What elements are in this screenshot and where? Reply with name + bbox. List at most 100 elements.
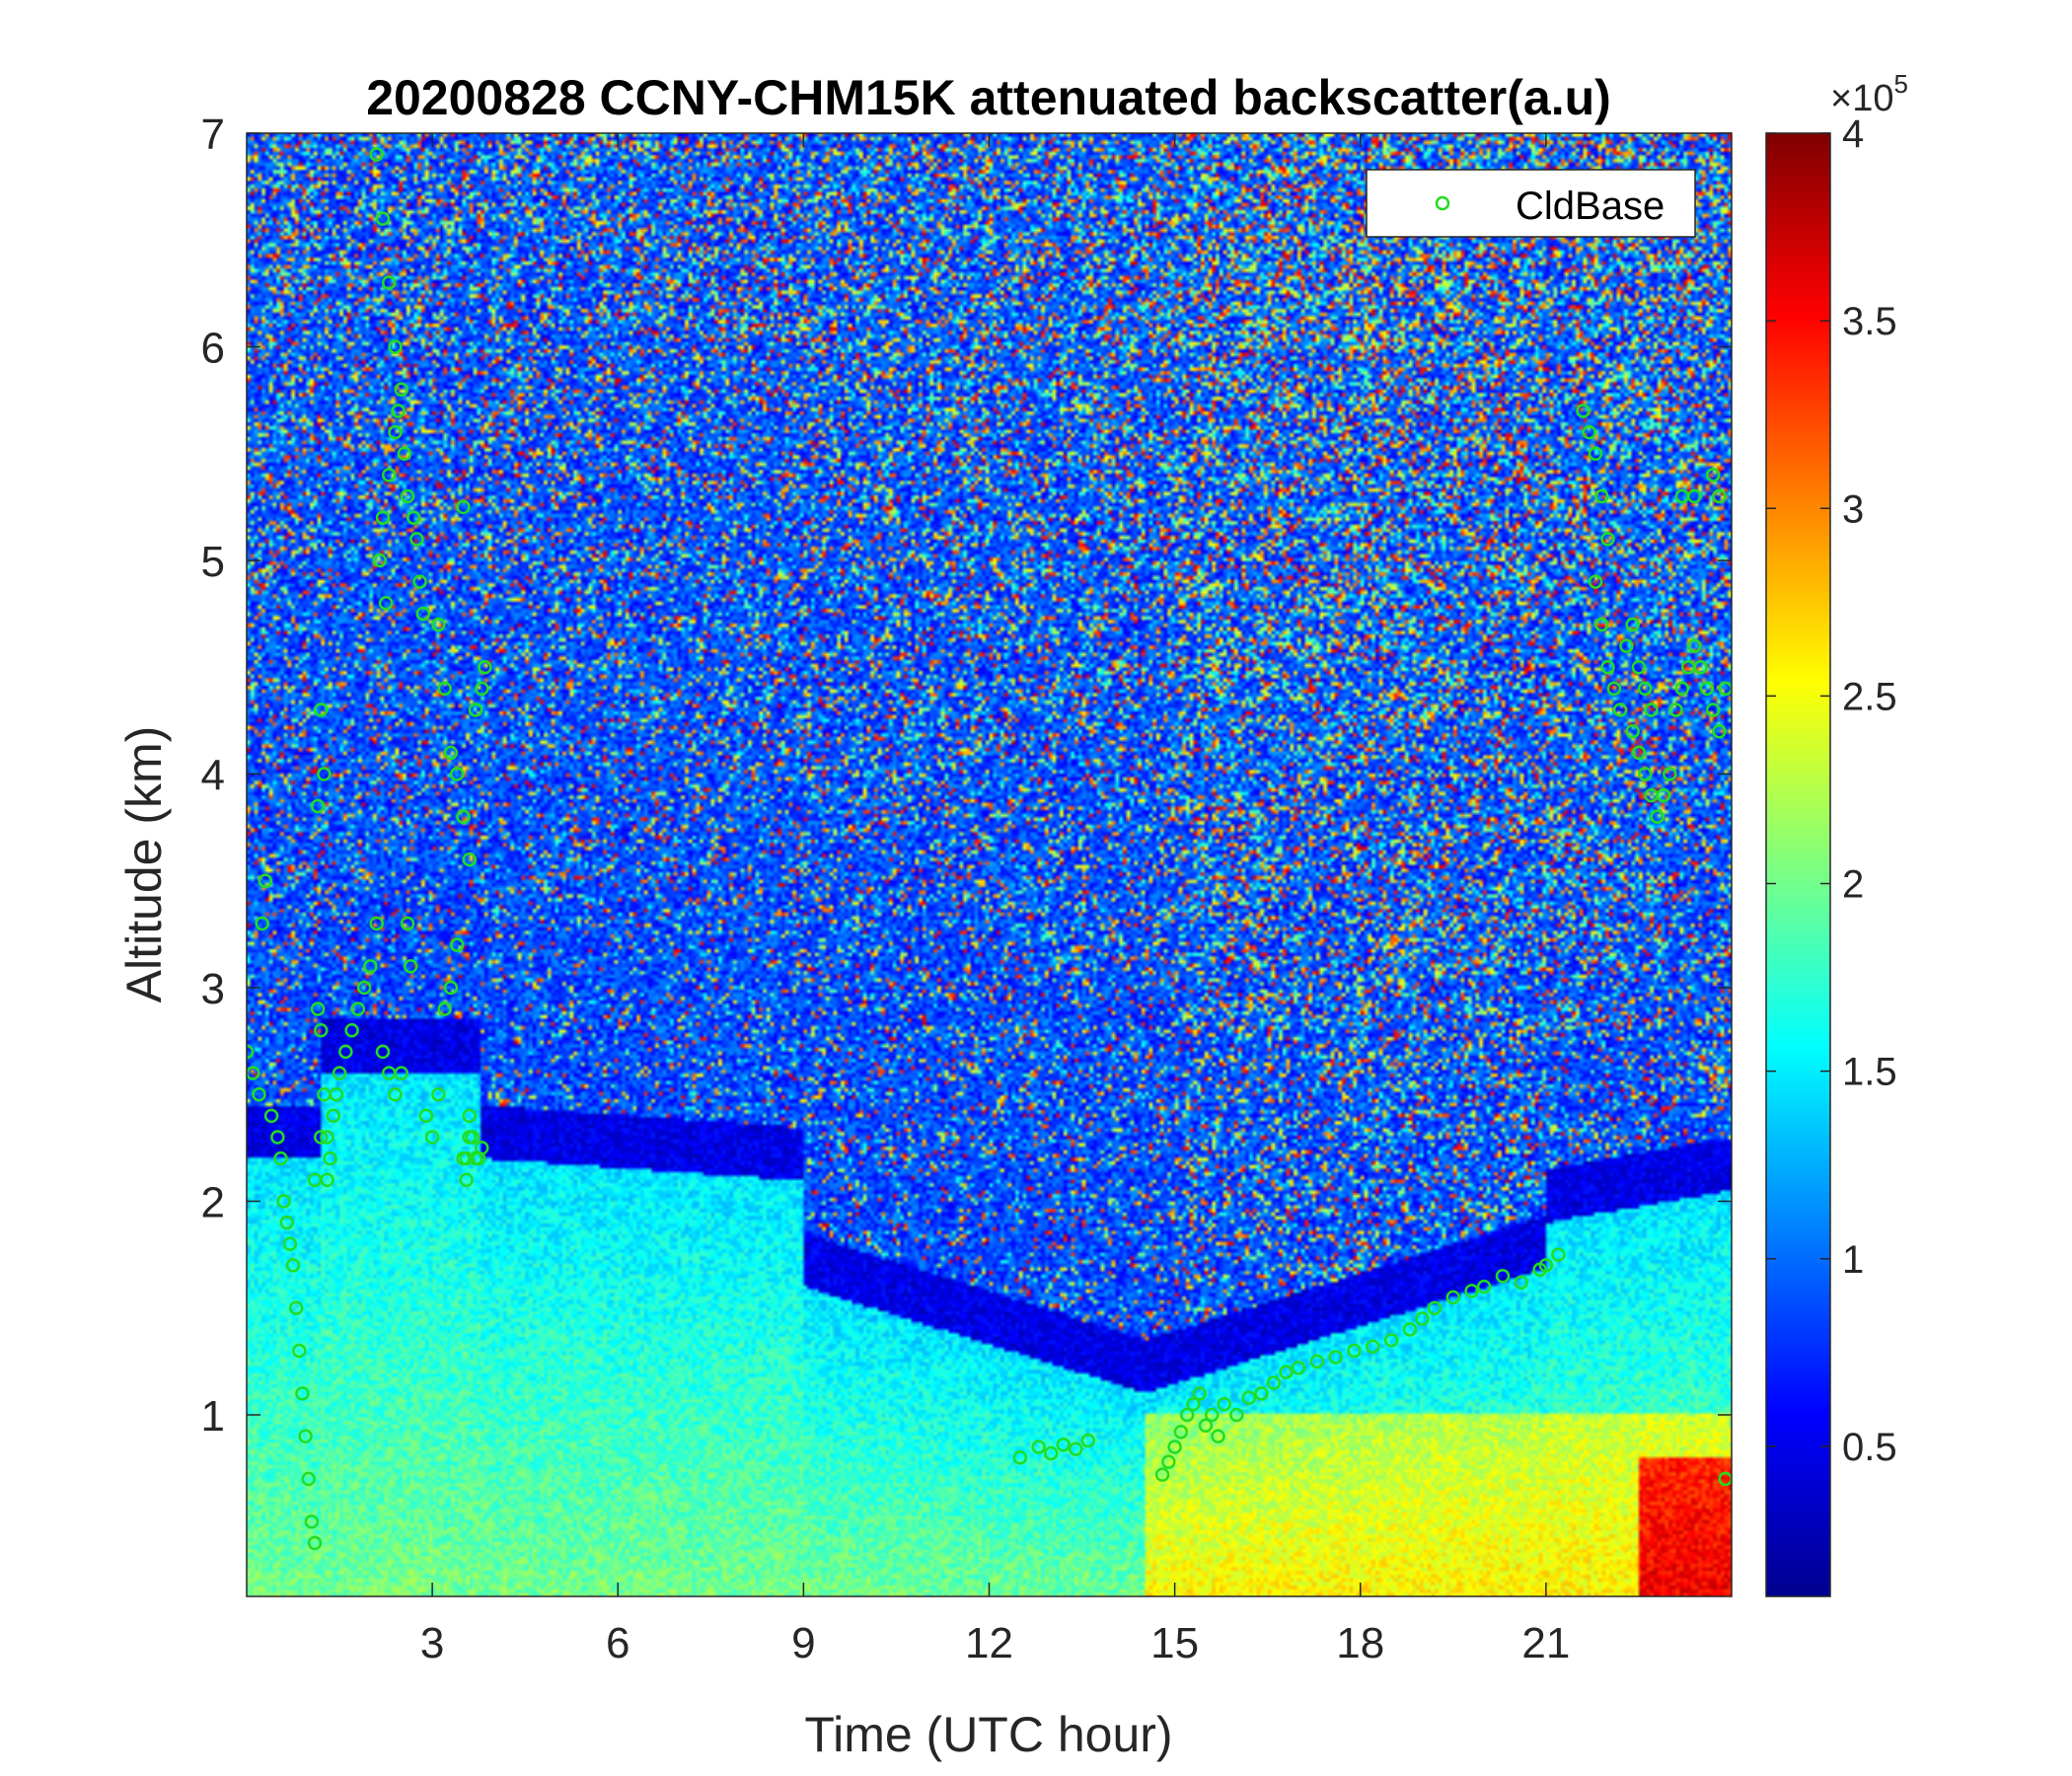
cloud-base-point — [1266, 1375, 1282, 1390]
cloud-base-point — [329, 1086, 344, 1102]
cloud-base-point — [1031, 1440, 1046, 1454]
cloud-base-point — [1588, 446, 1603, 461]
cloud-base-point — [301, 1471, 316, 1487]
cloud-base-point — [320, 1172, 334, 1188]
cloud-base-point — [409, 532, 424, 547]
cloud-base-point — [391, 404, 406, 418]
x-tick-label: 15 — [1150, 1619, 1199, 1667]
cloud-base-point — [310, 798, 326, 814]
cloud-base-point — [397, 446, 412, 461]
cloud-base-point — [369, 916, 384, 931]
cloud-base-point — [282, 1236, 298, 1252]
cloud-base-point — [372, 553, 388, 568]
x-tick-label: 21 — [1521, 1619, 1570, 1667]
cloud-base-point — [356, 980, 372, 996]
cloud-base-point — [1594, 617, 1609, 632]
cloud-base-point — [1705, 703, 1721, 717]
cloud-base-point — [295, 1386, 310, 1401]
cloud-base-point — [1186, 1396, 1201, 1412]
cloud-base-point — [1687, 488, 1702, 504]
legend-marker-icon — [1435, 195, 1450, 211]
cloud-base-point — [317, 767, 332, 781]
cloud-base-point — [456, 499, 471, 515]
cloud-base-point — [263, 1108, 279, 1124]
cloud-base-point — [1179, 1407, 1195, 1423]
cloud-base-point — [276, 1194, 291, 1209]
cloud-base-point — [449, 937, 465, 952]
cloud-base-point — [1328, 1350, 1343, 1365]
colorbar-tick-label: 1 — [1842, 1238, 1864, 1282]
colorbar-tick-label: 0.5 — [1842, 1426, 1897, 1469]
x-tick-label: 18 — [1336, 1619, 1384, 1667]
cloud-base-point — [1600, 659, 1615, 675]
cloud-base-point — [1705, 468, 1721, 482]
cloud-base-point — [1663, 767, 1677, 781]
y-tick-label: 3 — [201, 965, 225, 1013]
cloud-base-point — [1043, 1445, 1059, 1461]
legend: CldBase — [1366, 169, 1696, 238]
cloud-base-point — [449, 767, 465, 781]
cloud-base-point — [350, 1001, 366, 1016]
cloud-base-point — [1619, 638, 1634, 653]
cloud-base-point — [1217, 1396, 1232, 1412]
cloud-base-point — [437, 1001, 452, 1016]
cloud-base-point — [323, 1150, 337, 1166]
cloud-base-point — [1625, 723, 1640, 739]
cloud-base-point — [1594, 488, 1609, 504]
cloud-base-point — [1606, 681, 1622, 697]
cloud-base-point — [292, 1343, 307, 1359]
colorbar-multiplier-exponent: 5 — [1893, 69, 1907, 99]
cloud-base-point — [400, 488, 415, 504]
cloud-base-point — [462, 851, 477, 867]
cloud-base-point — [1241, 1390, 1257, 1405]
cloud-base-point — [478, 659, 492, 675]
cloud-base-point — [375, 510, 391, 525]
cloud-base-point — [1637, 767, 1653, 781]
y-axis-ticks: 1 2 3 4 5 6 7 — [201, 111, 1732, 1441]
colorbar: 0.5 1 1.5 2 2.5 3 3.5 4 ×105 — [1765, 69, 1908, 1597]
cloud-base-point — [1674, 681, 1690, 697]
y-tick-label: 6 — [201, 324, 225, 372]
cloud-base-point — [1309, 1354, 1325, 1369]
cloud-base-point — [252, 1086, 266, 1102]
y-tick-label: 1 — [201, 1392, 225, 1441]
cloud-base-point — [407, 510, 421, 525]
cloud-base-point — [273, 1150, 288, 1166]
cloud-base-markers — [247, 147, 1732, 1551]
cloud-base-point — [388, 339, 403, 354]
cloud-base-point — [412, 574, 427, 589]
cloud-base-point — [1582, 424, 1597, 440]
colorbar-tick-label: 2 — [1842, 863, 1864, 907]
colorbar-multiplier-base: ×10 — [1830, 78, 1893, 119]
cloud-base-point — [443, 980, 459, 996]
cloud-base-point — [288, 1300, 304, 1315]
cloud-base-point — [338, 1044, 353, 1060]
cloud-base-point — [307, 1535, 323, 1551]
colorbar-tick-label: 3.5 — [1842, 300, 1897, 343]
cloud-base-point — [1402, 1322, 1418, 1337]
cloud-base-point — [279, 1215, 295, 1230]
cloud-base-point — [437, 681, 452, 697]
cloud-base-point — [1514, 1275, 1529, 1291]
y-axis-label: Altitude (km) — [116, 726, 172, 1003]
cloud-base-point — [394, 1066, 409, 1080]
cloud-base-point — [1650, 809, 1665, 825]
cloud-base-point — [400, 916, 415, 931]
cloud-base-point — [1347, 1343, 1362, 1359]
cloud-base-point — [320, 1130, 334, 1145]
cloud-base-point — [394, 382, 409, 398]
cloud-base-point — [468, 703, 483, 717]
cloud-base-point — [1161, 1454, 1176, 1469]
cloud-base-point — [1631, 659, 1647, 675]
cloud-base-point — [1625, 617, 1640, 632]
legend-label-cldbase: CldBase — [1516, 185, 1665, 228]
colorbar-gradient — [1765, 132, 1831, 1597]
cloud-base-point — [431, 1086, 446, 1102]
cloud-base-point — [456, 809, 471, 825]
cloud-base-point — [462, 1108, 477, 1124]
cloud-base-point — [1495, 1269, 1511, 1284]
x-tick-label: 3 — [420, 1619, 444, 1667]
cloud-base-point — [1069, 1442, 1083, 1456]
cloud-base-point — [1576, 404, 1591, 418]
y-tick-label: 5 — [201, 538, 225, 586]
